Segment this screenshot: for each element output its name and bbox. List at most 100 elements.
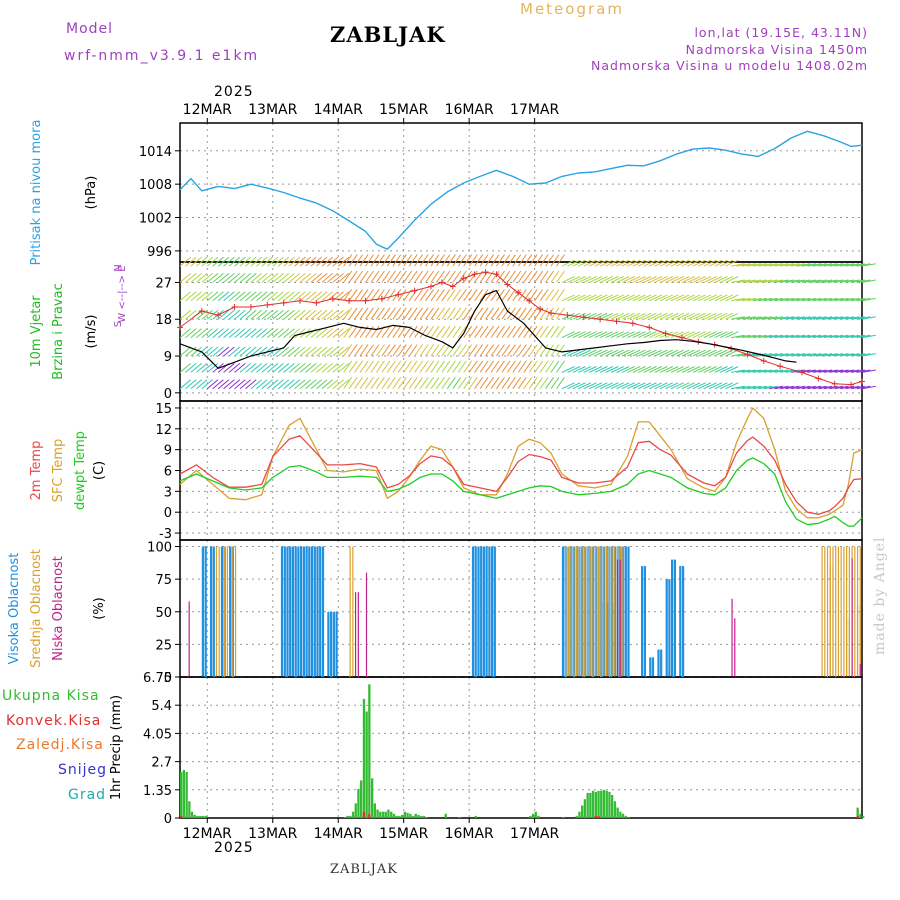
- wind-barb: [627, 259, 641, 267]
- wind-barb: [485, 270, 495, 283]
- wind-barb: [599, 259, 614, 267]
- high-cloud-bar: [657, 649, 660, 677]
- wind-barb: [283, 328, 295, 338]
- wind-barb: [277, 273, 290, 283]
- wind-barb: [681, 382, 695, 390]
- wind-barb: [731, 297, 745, 302]
- pressure-line: [179, 130, 863, 250]
- wind-barb: [495, 325, 505, 338]
- wind-barb: [539, 254, 549, 267]
- wind-barb: [561, 366, 575, 373]
- wind-barb: [354, 270, 364, 283]
- wind-barb: [594, 259, 608, 267]
- wind-barb: [774, 385, 789, 390]
- wind-barb: [785, 279, 800, 283]
- wind-barb: [490, 344, 500, 357]
- wind-barb: [861, 263, 876, 267]
- wind-barb: [375, 360, 385, 373]
- wind-barb: [425, 307, 435, 320]
- high-cloud-bar: [477, 546, 480, 677]
- x-tick-label-top: 12MAR: [183, 102, 232, 118]
- precip-total-bar: [376, 809, 379, 818]
- wind-barb: [840, 316, 855, 320]
- wind-barb: [588, 331, 603, 339]
- wind-barb: [812, 297, 827, 302]
- wind-barb: [310, 363, 323, 373]
- direction-north: N: [113, 264, 124, 271]
- precip-total-bar: [362, 698, 366, 818]
- wind-barb: [288, 328, 301, 338]
- wind-barb: [490, 307, 500, 320]
- wind-barb: [840, 263, 855, 267]
- wind-barb: [659, 331, 674, 339]
- wind-barb: [638, 366, 652, 373]
- wind-barb: [801, 263, 816, 267]
- wind-barb: [321, 379, 333, 390]
- precip-total-bar: [531, 813, 535, 818]
- wind-barb: [414, 270, 424, 283]
- precip-conv-bar: [362, 811, 366, 818]
- wind-barb: [430, 307, 440, 320]
- wind-barb: [561, 312, 575, 320]
- wind-barb: [446, 325, 456, 338]
- wind-barb: [294, 328, 306, 338]
- wind-barb: [703, 331, 717, 339]
- wind-barb: [774, 334, 789, 339]
- wind-barb: [266, 273, 279, 283]
- wind-barb: [605, 331, 619, 339]
- high-cloud-bar: [321, 546, 325, 677]
- wind-barb: [206, 379, 219, 390]
- precip-total-bar: [859, 813, 862, 818]
- wind-barb: [681, 294, 695, 302]
- wind-barb: [430, 289, 440, 302]
- wind-barb: [829, 279, 844, 283]
- y-tick-label: 0: [164, 671, 172, 686]
- wind-barb: [534, 325, 544, 338]
- wind-barb: [370, 377, 380, 389]
- precip-total-bar: [365, 711, 368, 818]
- wind-barb: [299, 291, 312, 302]
- wind-barb: [578, 382, 592, 390]
- wind-barb: [698, 276, 712, 283]
- wind-barb: [714, 312, 728, 320]
- wind-barb: [316, 328, 328, 338]
- precip-total-bar: [529, 815, 532, 818]
- wind-barb: [687, 276, 701, 283]
- wind-barb: [676, 382, 690, 390]
- wind-barb: [588, 259, 603, 267]
- wind-barb: [769, 385, 784, 390]
- wind-barb: [310, 256, 323, 267]
- wind-barb: [457, 307, 467, 320]
- wind-barb: [479, 360, 489, 373]
- wind-barb: [234, 273, 246, 283]
- wind-barb: [485, 360, 495, 373]
- wind-barb: [834, 297, 849, 302]
- wind-barb: [708, 294, 723, 302]
- wind-barb: [594, 312, 608, 320]
- wind-barb: [605, 366, 619, 373]
- wind-barbs: [179, 254, 876, 390]
- wind-barb: [386, 307, 396, 320]
- wind-barb: [523, 254, 533, 267]
- wind-barb: [283, 256, 295, 267]
- temp-line-2m-temp: [179, 435, 863, 515]
- wind-barb: [408, 344, 418, 357]
- wind-barb: [223, 309, 235, 320]
- wind-barb: [256, 309, 268, 320]
- wind-barb: [714, 366, 728, 373]
- wind-barb: [523, 270, 533, 283]
- wind-barb: [201, 273, 213, 283]
- wind-barb: [818, 334, 833, 339]
- wind-barb: [708, 382, 723, 390]
- wind-barb: [381, 307, 391, 320]
- wind-barb: [807, 263, 822, 267]
- wind-barb: [851, 334, 865, 339]
- wind-barb: [201, 379, 213, 390]
- wind-barb: [414, 307, 424, 320]
- wind-barb: [556, 289, 565, 302]
- year-label-bottom: 2025: [214, 840, 254, 856]
- high-cloud-bar: [641, 566, 644, 677]
- wind-barb: [763, 297, 778, 302]
- wind-barb: [851, 316, 865, 320]
- wind-barb: [708, 276, 723, 283]
